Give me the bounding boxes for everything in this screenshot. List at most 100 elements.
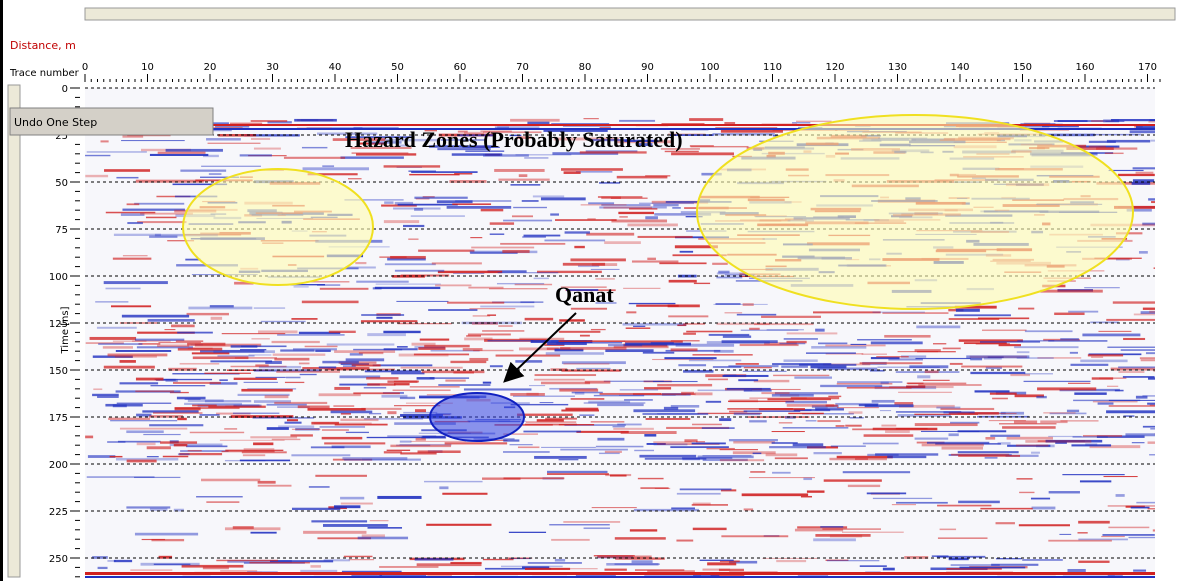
trace-noise	[549, 524, 610, 526]
trace-noise	[771, 393, 814, 397]
trace-noise	[1006, 436, 1053, 440]
trace-noise	[210, 316, 223, 320]
trace-noise	[783, 338, 818, 340]
trace-noise	[311, 520, 368, 523]
trace-noise	[116, 176, 139, 179]
trace-noise	[540, 197, 586, 201]
trace-noise	[825, 559, 849, 561]
trace-noise	[1043, 412, 1076, 414]
trace-noise	[975, 343, 1010, 345]
trace-noise	[624, 340, 683, 343]
undo-button[interactable]: Undo One Step	[9, 107, 214, 136]
trace-noise	[428, 309, 478, 311]
trace-noise	[676, 539, 694, 542]
trace-noise	[1054, 312, 1085, 316]
trace-noise	[653, 204, 679, 207]
trace-noise	[339, 383, 380, 386]
trace-noise	[451, 153, 503, 156]
trace-noise	[1112, 301, 1155, 304]
x-tick-label: 110	[763, 62, 782, 73]
trace-noise	[1114, 389, 1124, 392]
trace-noise	[1111, 119, 1155, 122]
trace-noise	[390, 255, 426, 259]
trace-noise	[806, 352, 856, 354]
trace-noise	[599, 127, 611, 129]
trace-noise	[564, 424, 626, 426]
trace-noise	[895, 371, 960, 373]
trace-noise	[360, 320, 418, 323]
trace-noise	[135, 179, 204, 183]
trace-noise	[536, 419, 564, 422]
trace-noise	[558, 330, 601, 333]
trace-noise	[1060, 420, 1099, 422]
trace-noise	[319, 425, 366, 428]
trace-noise	[232, 412, 280, 414]
trace-noise	[383, 348, 418, 351]
trace-noise	[85, 342, 124, 344]
trace-noise	[624, 139, 659, 142]
v-scrollbar[interactable]	[7, 84, 21, 578]
trace-noise	[155, 378, 176, 381]
trace-noise	[701, 172, 722, 176]
h-scrollbar[interactable]	[84, 7, 1176, 21]
trace-noise	[105, 287, 141, 290]
trace-noise	[917, 351, 956, 353]
trace-noise	[1091, 377, 1114, 380]
trace-noise	[992, 397, 1008, 400]
hazard-zone-right	[696, 114, 1134, 310]
trace-noise	[543, 129, 608, 132]
trace-noise	[229, 122, 263, 124]
trace-noise	[140, 212, 193, 215]
trace-noise	[1031, 506, 1056, 510]
trace-noise	[151, 538, 185, 542]
trace-noise	[400, 366, 463, 369]
button-face[interactable]	[9, 107, 214, 136]
trace-noise	[1078, 560, 1110, 563]
trace-noise	[291, 454, 351, 457]
trace-noise	[624, 399, 653, 401]
trace-noise	[487, 314, 497, 316]
trace-noise	[509, 134, 522, 137]
trace-noise	[1150, 139, 1155, 142]
trace-noise	[550, 368, 568, 371]
trace-noise	[590, 328, 606, 331]
trace-noise	[836, 455, 893, 459]
trace-noise	[428, 145, 494, 148]
trace-noise	[622, 323, 687, 326]
trace-noise	[946, 568, 1002, 570]
trace-noise	[603, 380, 664, 382]
trace-noise	[914, 349, 941, 352]
trace-noise	[604, 568, 627, 571]
trace-noise	[345, 136, 413, 139]
trace-noise	[468, 286, 504, 289]
trace-noise	[966, 355, 1030, 359]
trace-noise	[959, 566, 1026, 569]
trace-noise	[1023, 380, 1091, 383]
trace-noise	[494, 126, 510, 129]
trace-noise	[595, 302, 617, 304]
trace-noise	[863, 434, 914, 437]
trace-noise	[981, 329, 1027, 332]
trace-noise	[642, 351, 675, 354]
trace-noise	[1089, 445, 1141, 449]
button-label[interactable]: Undo One Step	[14, 116, 97, 129]
trace-noise	[817, 420, 841, 423]
trace-noise	[1108, 526, 1150, 529]
trace-noise	[1122, 376, 1155, 378]
trace-noise	[247, 388, 297, 390]
trace-noise	[447, 301, 505, 304]
trace-noise	[907, 382, 967, 385]
trace-noise	[86, 476, 155, 478]
trace-noise	[184, 402, 242, 405]
trace-noise	[587, 218, 596, 220]
trace-noise	[1090, 321, 1119, 324]
trace-noise	[613, 345, 669, 349]
trace-noise	[1013, 420, 1038, 424]
trace-noise	[383, 330, 421, 334]
x-tick-label: 10	[141, 62, 154, 73]
trace-noise	[811, 346, 867, 349]
trace-noise	[164, 329, 176, 331]
trace-noise	[646, 442, 666, 445]
trace-noise	[291, 318, 318, 320]
trace-noise	[146, 456, 159, 458]
